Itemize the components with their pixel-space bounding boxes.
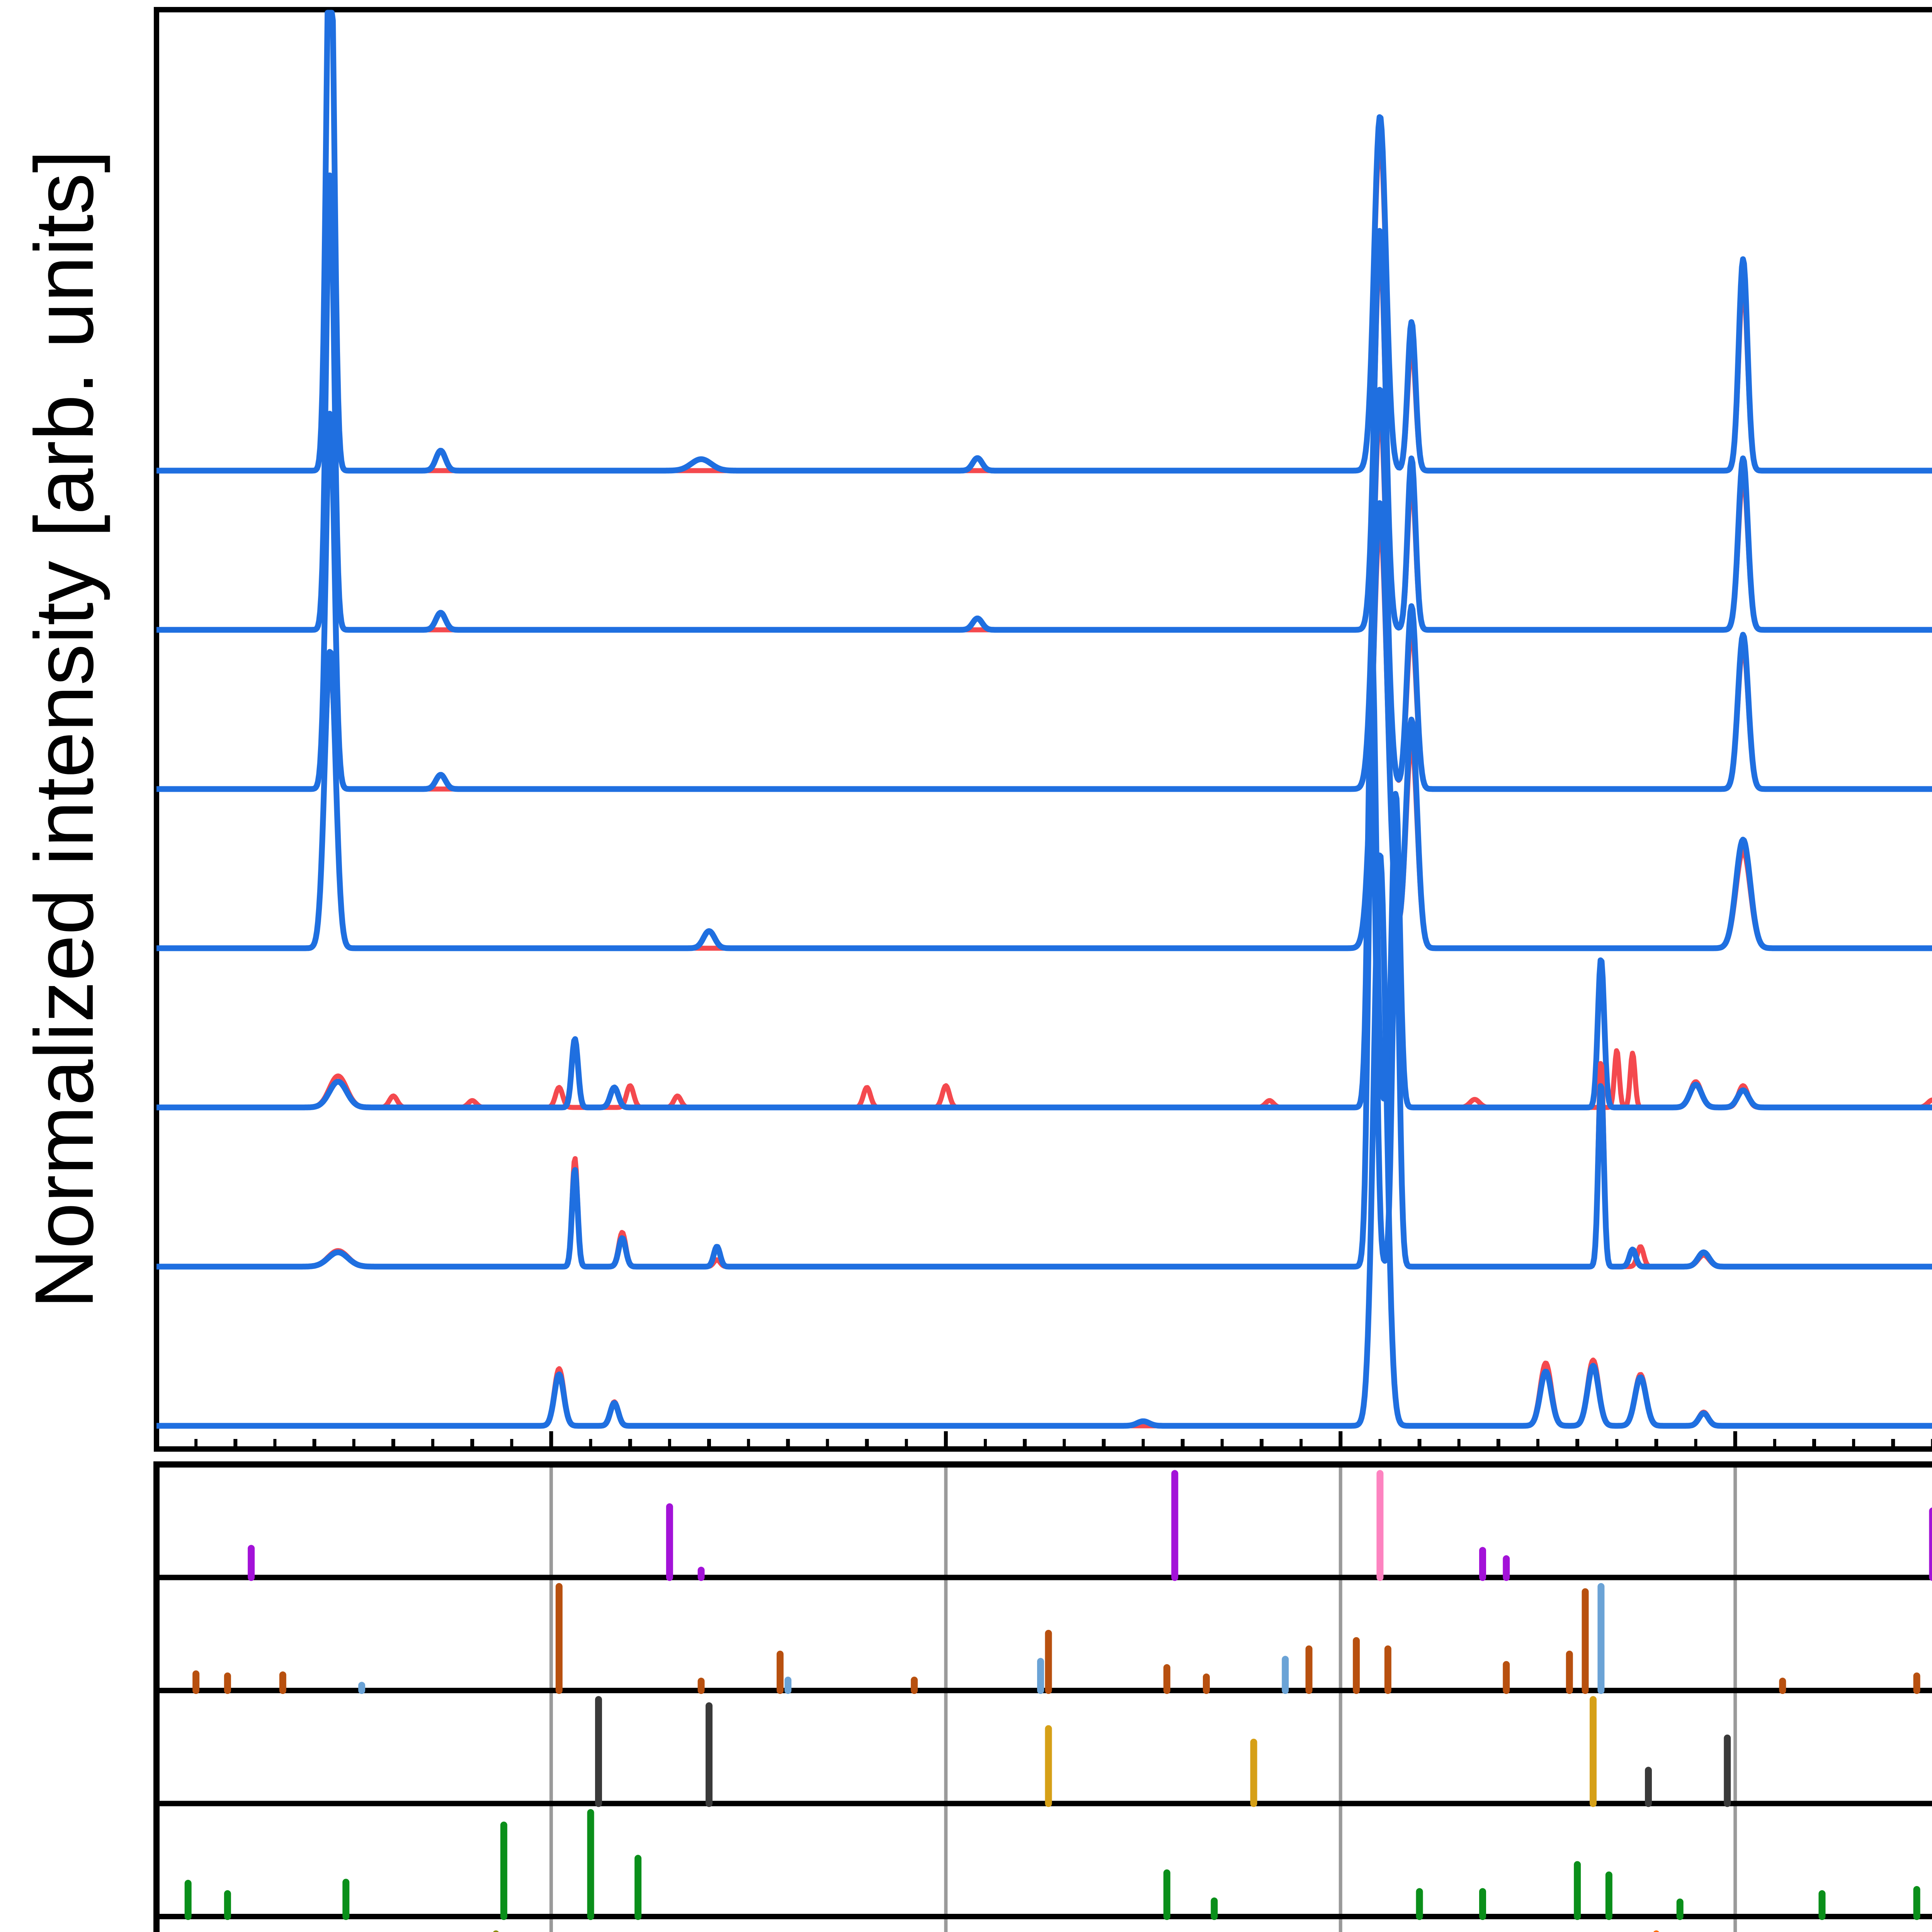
trace-ge-doped [156,647,1932,1111]
reference-panel-frame [153,1461,1932,1932]
ref-pattern-Cu5Zn8 71-0397 [358,1583,1605,1694]
top-panel-ticks [155,1431,1932,1449]
pattern-400ºC [156,647,1932,1111]
ref-pattern-Cu6Sn5 45-1488 [192,1583,1920,1694]
pattern-550ºC+15′ [156,10,1932,474]
trace-ge-doped [156,387,1932,792]
ref-pattern-Sn 4-0673 [595,1696,1731,1807]
ref-pattern-MoSe2 77-1715 [248,1470,1932,1581]
pattern-500ºC [156,387,1932,792]
trace-ge-doped [156,777,1932,1270]
top-panel-frame [154,7,1932,1452]
trace-ge-doped [156,500,1932,951]
trace-ge-doped [156,10,1932,474]
ref-pattern-SnSe 32-1382 [184,1809,1920,1920]
trace-ge-doped [156,172,1932,633]
trace-ge-doped [156,852,1932,1429]
pattern-350ºC [156,777,1932,1270]
ref-pattern-Mo 42-1120 [1376,1470,1384,1581]
reference-panel: Mo 42-1120MoSe₂ 77-1715Cu₆Sn₅ 45-1488Cu₅… [153,1461,1932,1932]
pattern-450ºC [156,500,1932,951]
pattern-Prec. [156,852,1932,1429]
y-axis-title: Normalized intensity [arb. units] [17,150,111,1309]
ref-pattern-Zn 4-0631 [1045,1696,1597,1807]
diffraction-patterns [156,10,1932,1429]
pattern-550ºC [156,172,1932,633]
